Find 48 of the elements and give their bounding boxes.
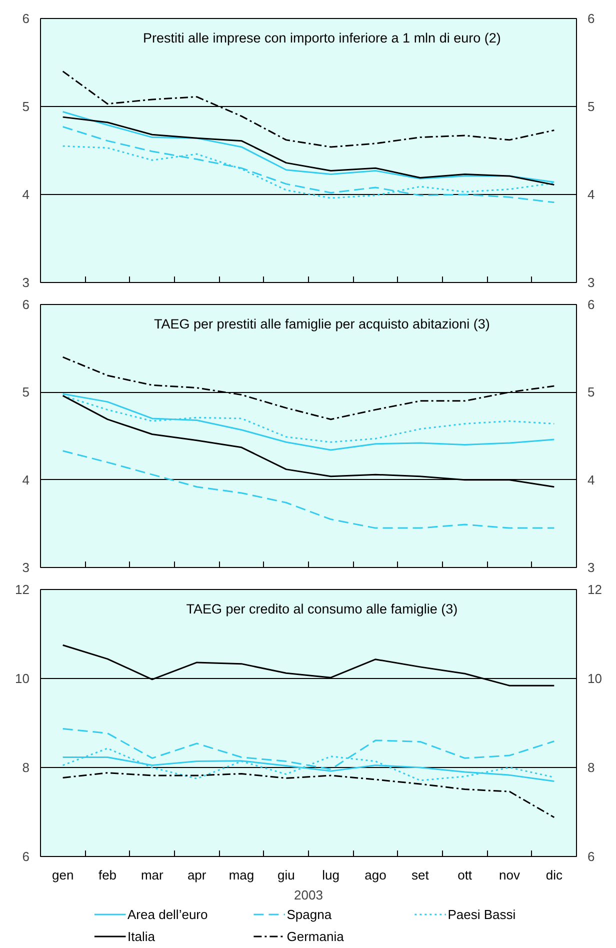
y-tick-label: 5 bbox=[22, 99, 30, 114]
y-tick-label: 4 bbox=[22, 472, 30, 488]
y2-tick-label: 5 bbox=[588, 384, 595, 400]
x-tick-label: ago bbox=[364, 868, 386, 882]
x-axis-title: 2003 bbox=[294, 888, 323, 902]
y2-tick-label: 12 bbox=[588, 582, 602, 597]
y-tick-label: 12 bbox=[15, 582, 30, 597]
legend-label: Area dell’euro bbox=[128, 907, 208, 922]
x-tick-label: dic bbox=[546, 868, 563, 882]
x-tick-label: gen bbox=[52, 868, 74, 882]
text: TAEG per prestiti alle famiglie per acquisto abitazioni (3) bbox=[154, 316, 490, 332]
y2-tick-label: 5 bbox=[588, 99, 595, 114]
y2-tick-label: 3 bbox=[588, 560, 595, 575]
line-series bbox=[62, 450, 555, 529]
y-tick-label: 3 bbox=[22, 275, 30, 290]
line-series bbox=[62, 772, 555, 818]
y-tick-label: 6 bbox=[22, 297, 30, 312]
x-tick-label: ott bbox=[458, 868, 472, 882]
y-tick-label: 3 bbox=[22, 560, 30, 575]
x-tick-label: set bbox=[411, 868, 430, 882]
y2-tick-label: 6 bbox=[588, 11, 595, 26]
y-tick-label: 6 bbox=[22, 849, 30, 864]
y2-tick-label: 4 bbox=[588, 187, 595, 202]
x-tick-label: feb bbox=[98, 868, 117, 882]
legend-label: Italia bbox=[128, 929, 156, 944]
x-tick-label: giu bbox=[277, 868, 295, 882]
legend-label: Spagna bbox=[286, 907, 332, 922]
text: Prestiti alle imprese con importo inferiore a 1 mln di euro (2) bbox=[142, 30, 501, 46]
x-tick-label: nov bbox=[499, 868, 520, 882]
y2-tick-label: 6 bbox=[588, 849, 595, 864]
x-tick-label: apr bbox=[187, 868, 207, 882]
y2-tick-label: 6 bbox=[588, 297, 595, 312]
y-tick-label: 6 bbox=[22, 11, 30, 26]
y2-tick-label: 3 bbox=[588, 275, 595, 290]
y-tick-label: 5 bbox=[22, 384, 30, 400]
x-tick-label: lug bbox=[322, 868, 340, 882]
y-tick-label: 8 bbox=[22, 760, 30, 775]
legend-label: Paesi Bassi bbox=[448, 907, 516, 922]
y2-tick-label: 8 bbox=[588, 760, 595, 775]
x-tick-label: mar bbox=[140, 868, 164, 882]
text: TAEG per credito al consumo alle famiglie (3) bbox=[186, 602, 458, 616]
line-series bbox=[62, 126, 555, 204]
y-tick-label: 4 bbox=[22, 187, 30, 202]
x-tick-label: mag bbox=[228, 868, 254, 882]
y2-tick-label: 10 bbox=[588, 671, 602, 686]
legend-label: Germania bbox=[286, 929, 345, 944]
y-tick-label: 10 bbox=[15, 671, 30, 686]
y2-tick-label: 4 bbox=[588, 472, 595, 488]
